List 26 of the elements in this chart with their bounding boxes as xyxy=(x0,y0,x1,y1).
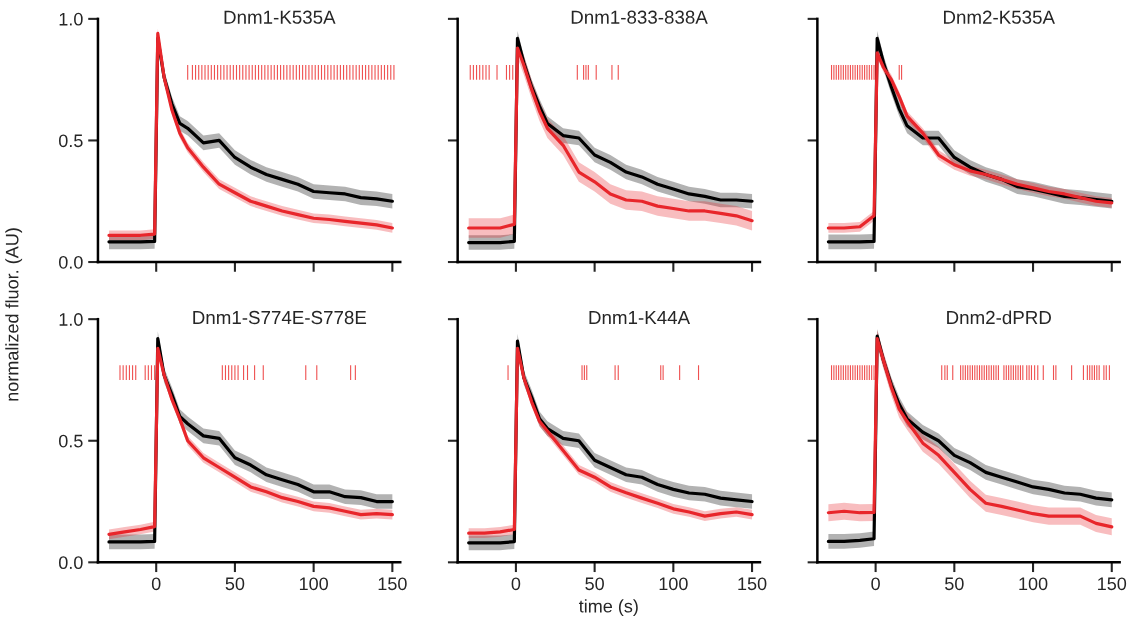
y-tick-label: 1.0 xyxy=(59,12,83,26)
x-tick-label: 0 xyxy=(871,577,880,591)
x-tick-label: 50 xyxy=(225,577,245,591)
chart-title: Dnm1-S774E-S778E xyxy=(193,310,367,325)
chart-title: Dnm2-dPRD xyxy=(947,310,1051,325)
y-tick-label: 0.0 xyxy=(58,255,83,269)
x-tick-label: 50 xyxy=(945,577,964,591)
x-tick-label: 0 xyxy=(511,577,521,591)
chart-title: Dnm1-K535A xyxy=(224,10,336,24)
x-tick-label: 100 xyxy=(659,577,688,591)
x-tick-label: 150 xyxy=(378,577,407,591)
x-tick-label: 100 xyxy=(299,577,328,591)
x-tick-label: 150 xyxy=(738,577,767,591)
x-tick-label: 50 xyxy=(585,577,604,591)
y-tick-label: 0.0 xyxy=(58,556,83,570)
x-axis-title: time (s) xyxy=(578,599,638,617)
y-tick-label: 1.0 xyxy=(59,313,83,326)
chart-title: Dnm1-K44A xyxy=(589,311,691,324)
x-tick-label: 100 xyxy=(1019,577,1048,591)
x-tick-label: 150 xyxy=(1098,577,1127,591)
chart-title: Dnm1-833-838A xyxy=(571,10,708,24)
y-tick-label: 0.5 xyxy=(58,134,83,148)
y-axis-title: normalized fluor. (AU) xyxy=(5,228,23,401)
y-tick-label: 0.5 xyxy=(58,434,83,448)
chart-title: Dnm2-K535A xyxy=(943,10,1055,24)
x-tick-label: 0 xyxy=(151,577,161,591)
